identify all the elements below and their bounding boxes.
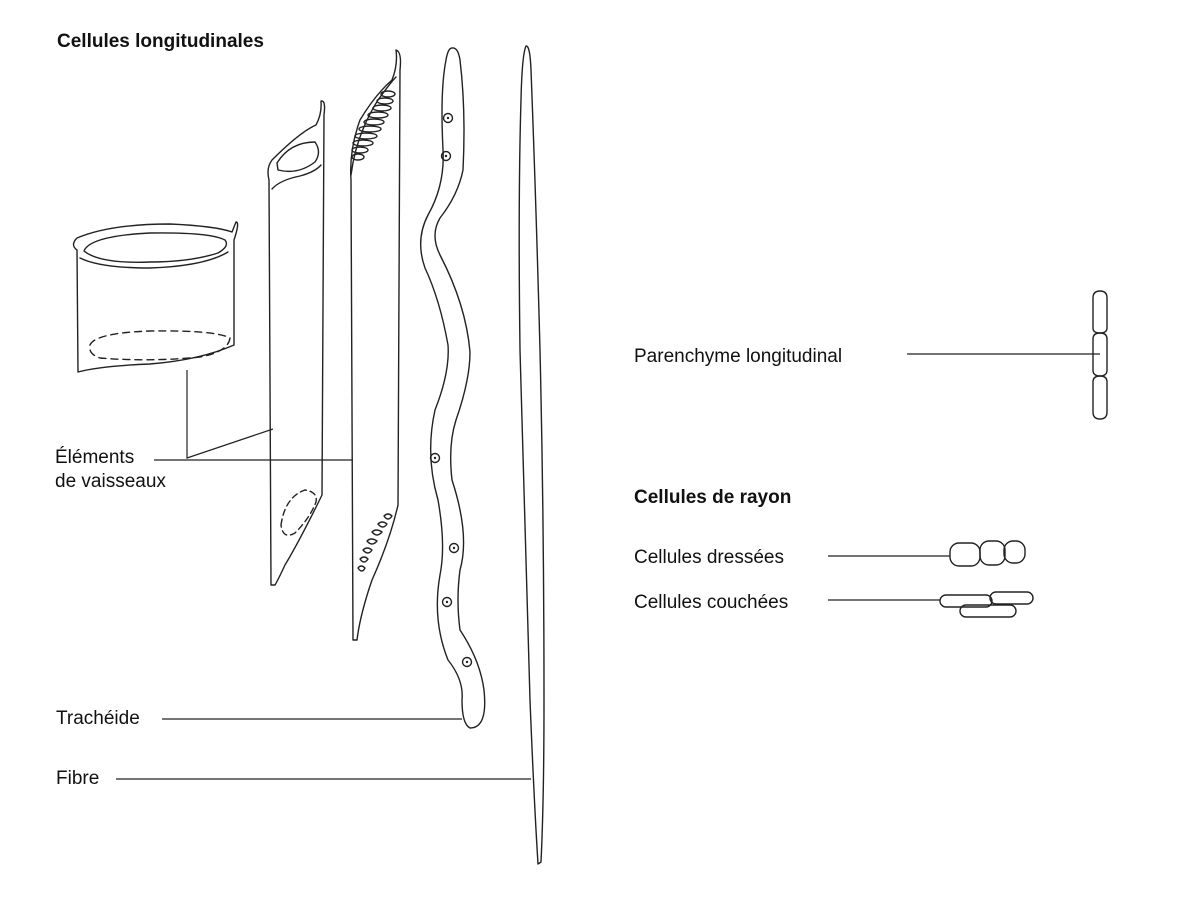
leader-lines: [116, 353, 1100, 780]
scalariform-bars-bottom: [357, 513, 393, 572]
scalariform-bars-top: [351, 90, 396, 161]
heading-longitudinal-cells: Cellules longitudinales: [57, 31, 264, 52]
parenchyma-strand: [1092, 290, 1108, 420]
label-procumbent-cells: Cellules couchées: [634, 592, 789, 613]
label-upright-cells: Cellules dressées: [634, 547, 784, 568]
procumbent-ray-cells: [939, 591, 1034, 618]
label-parenchyma: Parenchyme longitudinal: [634, 346, 843, 367]
bordered-pits: [429, 112, 473, 668]
label-vessel-elements-line2: de vaisseaux: [55, 471, 166, 492]
leader-vessel-wide: [186, 370, 274, 459]
vessel-element-simple-perforation: [267, 100, 326, 586]
upright-ray-cells: [949, 540, 1026, 567]
label-vessel-elements-line1: Éléments: [55, 447, 135, 468]
fiber-cell: [518, 45, 545, 865]
vessel-element-scalariform-perforation: [350, 49, 402, 641]
wide-vessel-element: [72, 221, 239, 373]
tracheid-cell: [420, 47, 486, 729]
label-tracheid: Trachéide: [56, 708, 140, 729]
heading-ray-cells: Cellules de rayon: [634, 487, 792, 508]
label-fiber: Fibre: [56, 768, 100, 789]
